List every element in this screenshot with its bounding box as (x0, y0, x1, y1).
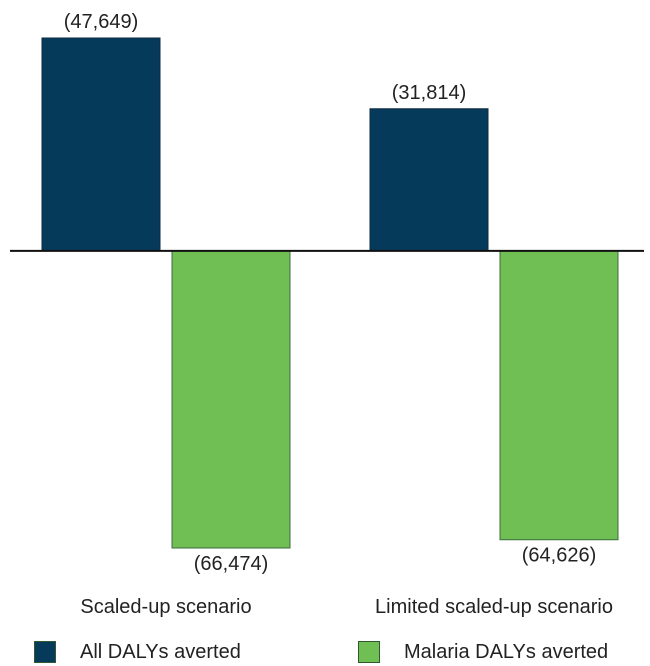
legend-item-all-dalys: All DALYs averted (34, 641, 241, 663)
legend-swatch-malaria-dalys (358, 641, 380, 663)
data-label-malaria-dalys-1: (64,626) (522, 545, 597, 567)
data-label-all-dalys-1: (31,814) (392, 82, 467, 104)
category-label-1: Limited scaled-up scenario (375, 596, 613, 618)
legend-label-malaria-dalys: Malaria DALYs averted (404, 640, 609, 663)
bar-malaria-dalys-0 (171, 250, 291, 549)
data-label-malaria-dalys-0: (66,474) (194, 553, 269, 575)
legend-item-malaria-dalys: Malaria DALYs averted (358, 641, 608, 663)
bar-all-dalys-1 (369, 108, 489, 252)
legend-label-all-dalys: All DALYs averted (80, 640, 241, 663)
category-label-0: Scaled-up scenario (80, 596, 251, 618)
bar-malaria-dalys-1 (499, 250, 619, 541)
legend-swatch-all-dalys (34, 641, 56, 663)
bar-all-dalys-0 (41, 37, 161, 252)
data-label-all-dalys-0: (47,649) (64, 11, 139, 33)
